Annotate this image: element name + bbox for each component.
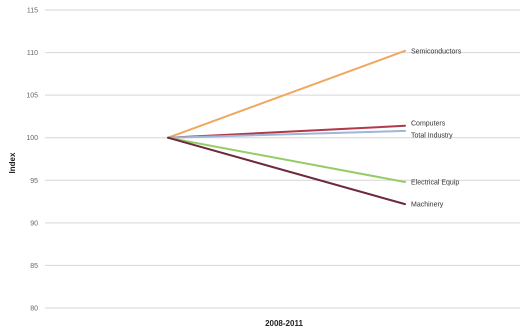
series-line-total-industry	[167, 129, 406, 139]
series-label-electrical-equip: Electrical Equip	[411, 179, 459, 186]
y-axis-label: Index	[8, 152, 17, 173]
y-tick-label: 115	[27, 8, 38, 15]
series-line-machinery	[167, 136, 406, 206]
series-label-computers: Computers	[411, 120, 446, 127]
y-tick-label: 110	[27, 50, 38, 57]
y-tick-label: 80	[30, 306, 38, 313]
y-tick-label: 85	[30, 263, 38, 270]
y-tick-labels: 80 85 90 95 100 105 110 115	[26, 8, 38, 313]
series-label-machinery: Machinery	[411, 202, 444, 209]
y-tick-label: 100	[26, 135, 38, 142]
series-label-total-industry: Total Industry	[411, 132, 453, 139]
series-lines	[167, 49, 406, 206]
y-tick-label: 90	[30, 220, 38, 227]
series-line-semiconductors	[167, 49, 406, 139]
series-labels: Semiconductors Computers Total Industry Ele…	[411, 48, 462, 208]
y-tick-label: 105	[26, 93, 38, 100]
series-line-electrical-equip	[167, 136, 406, 183]
x-axis-label: 2008-2011	[265, 319, 303, 328]
y-tick-label: 95	[30, 178, 38, 185]
series-label-semiconductors: Semiconductors	[411, 48, 462, 55]
